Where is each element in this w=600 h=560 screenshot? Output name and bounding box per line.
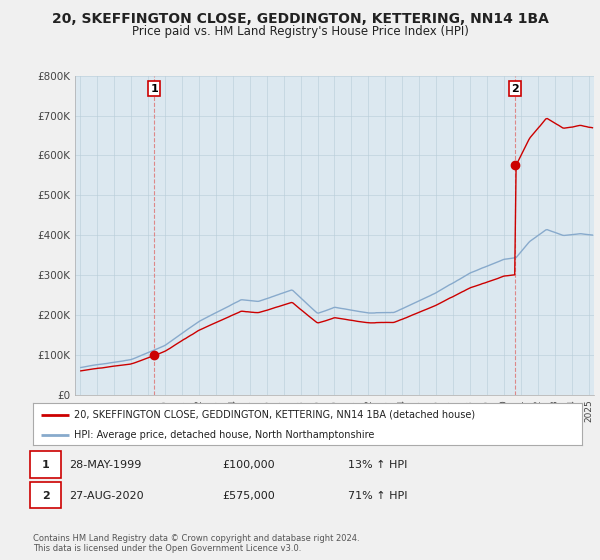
Text: 71% ↑ HPI: 71% ↑ HPI [348, 491, 407, 501]
Text: 13% ↑ HPI: 13% ↑ HPI [348, 460, 407, 470]
Text: 1: 1 [151, 83, 158, 94]
Text: 20, SKEFFINGTON CLOSE, GEDDINGTON, KETTERING, NN14 1BA: 20, SKEFFINGTON CLOSE, GEDDINGTON, KETTE… [52, 12, 548, 26]
Text: Contains HM Land Registry data © Crown copyright and database right 2024.
This d: Contains HM Land Registry data © Crown c… [33, 534, 359, 553]
Text: 20, SKEFFINGTON CLOSE, GEDDINGTON, KETTERING, NN14 1BA (detached house): 20, SKEFFINGTON CLOSE, GEDDINGTON, KETTE… [74, 409, 475, 419]
Text: £100,000: £100,000 [222, 460, 275, 470]
Text: Price paid vs. HM Land Registry's House Price Index (HPI): Price paid vs. HM Land Registry's House … [131, 25, 469, 38]
Text: £575,000: £575,000 [222, 491, 275, 501]
Text: 27-AUG-2020: 27-AUG-2020 [69, 491, 143, 501]
Text: 2: 2 [511, 83, 519, 94]
Text: HPI: Average price, detached house, North Northamptonshire: HPI: Average price, detached house, Nort… [74, 430, 374, 440]
Text: 2: 2 [42, 491, 49, 501]
Text: 28-MAY-1999: 28-MAY-1999 [69, 460, 142, 470]
Text: 1: 1 [42, 460, 49, 470]
